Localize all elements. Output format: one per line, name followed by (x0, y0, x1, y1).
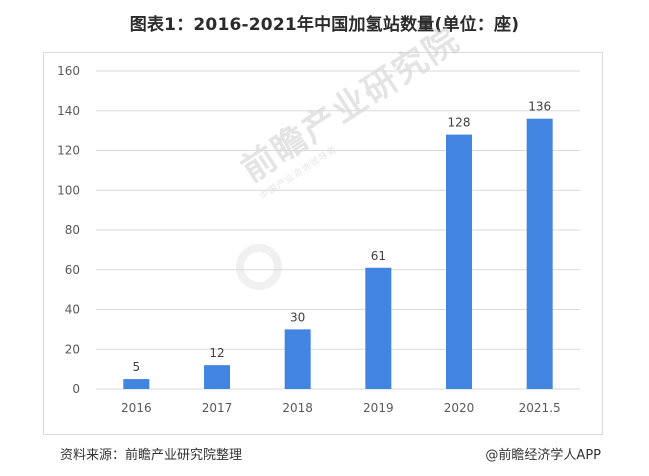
y-tick-label: 40 (65, 303, 80, 317)
y-tick-label: 0 (72, 382, 80, 396)
y-tick-label: 80 (65, 223, 80, 237)
data-label: 61 (371, 249, 386, 263)
bar-chart: 0 20 40 60 80 100 120 140 160 5 12 30 61 128 136 2016… (57, 64, 580, 415)
x-tick-label: 2021.5 (519, 401, 561, 415)
bar (204, 365, 230, 389)
y-tick-label: 160 (57, 64, 80, 78)
x-axis-ticks: 2016 2017 2018 2019 2020 2021.5 (121, 401, 561, 415)
data-label: 30 (290, 310, 305, 324)
data-label: 5 (133, 360, 141, 374)
x-tick-label: 2016 (121, 401, 152, 415)
x-tick-label: 2017 (202, 401, 233, 415)
data-labels: 5 12 30 61 128 136 (133, 100, 552, 374)
bar (123, 379, 150, 389)
bar (446, 134, 472, 389)
bar (526, 118, 553, 389)
bar (365, 267, 392, 389)
y-tick-label: 20 (65, 342, 80, 356)
y-tick-label: 140 (57, 104, 80, 118)
chart-frame (43, 52, 603, 435)
x-tick-label: 2018 (282, 401, 313, 415)
y-tick-label: 60 (65, 263, 80, 277)
data-label: 136 (528, 100, 551, 114)
data-label: 12 (209, 346, 224, 360)
source-note: 资料来源：前瞻产业研究院整理 (60, 448, 243, 463)
watermark-logo-icon (236, 244, 282, 290)
bars (123, 118, 553, 389)
y-axis-ticks: 0 20 40 60 80 100 120 140 160 (57, 64, 80, 396)
data-label: 128 (448, 116, 471, 130)
chart-title: 图表1：2016-2021年中国加氢站数量(单位：座) (129, 15, 520, 35)
x-tick-label: 2019 (363, 401, 394, 415)
gridlines (96, 70, 580, 390)
y-tick-label: 100 (57, 183, 80, 197)
bar (284, 329, 311, 389)
y-tick-label: 120 (57, 144, 80, 158)
x-tick-label: 2020 (444, 401, 475, 415)
credit-note: @前瞻经济学人APP (485, 448, 601, 463)
